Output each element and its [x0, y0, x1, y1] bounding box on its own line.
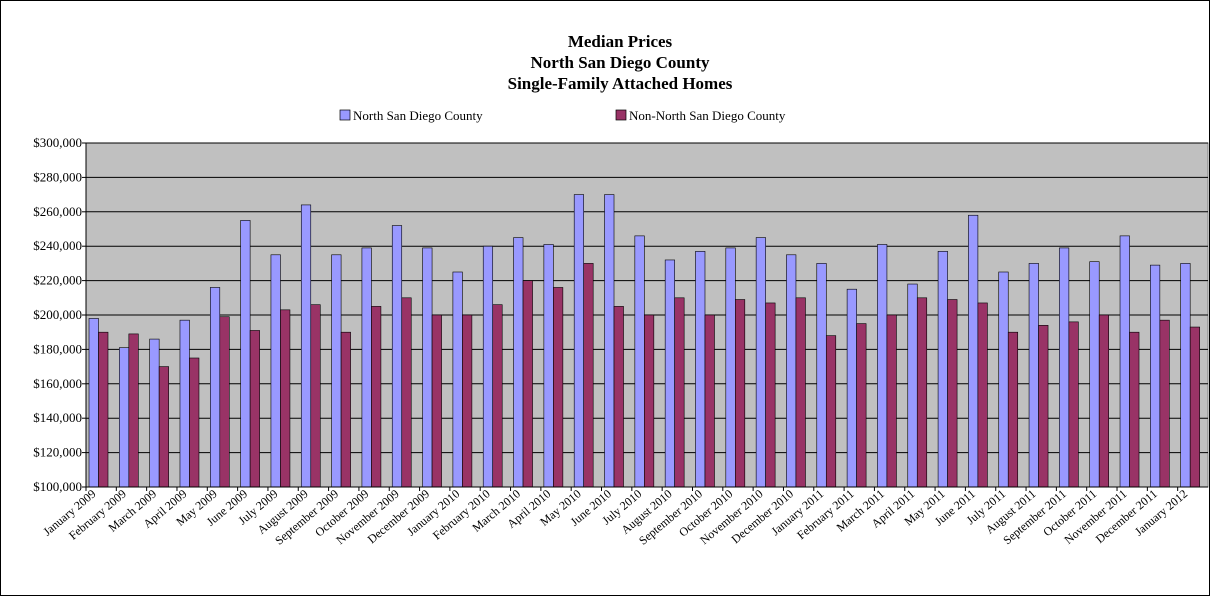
bar: [422, 247, 433, 488]
bar: [128, 333, 139, 488]
bar: [1129, 331, 1140, 488]
bar: [249, 330, 260, 488]
bar: [331, 254, 342, 488]
bar: [674, 297, 685, 488]
bar: [371, 306, 382, 488]
bar: [604, 194, 615, 488]
bar: [916, 297, 928, 488]
bar: [1068, 321, 1079, 488]
bar: [391, 225, 403, 488]
y-tick-label: $180,000: [33, 341, 82, 356]
bar: [340, 331, 351, 488]
bar: [886, 314, 897, 488]
bar: [735, 299, 746, 488]
bar: [513, 237, 524, 488]
bar: [664, 259, 675, 488]
bar: [644, 314, 655, 488]
bar: [361, 247, 372, 488]
bar: [795, 297, 806, 488]
bar: [947, 299, 958, 488]
bar: [1038, 325, 1049, 488]
chart-title: North San Diego County: [531, 53, 710, 72]
y-tick-label: $300,000: [33, 135, 82, 150]
bar: [907, 283, 918, 488]
bar: [877, 244, 888, 488]
bar: [543, 244, 554, 488]
legend-swatch: [615, 109, 627, 121]
y-tick-label: $100,000: [33, 479, 82, 494]
bar: [725, 247, 736, 488]
bar: [1189, 326, 1200, 488]
bar: [401, 297, 412, 488]
bar: [765, 302, 776, 488]
bar: [846, 288, 857, 488]
bar: [977, 302, 988, 488]
bar: [613, 306, 624, 488]
chart-title: Single-Family Attached Homes: [508, 74, 733, 93]
legend-label: North San Diego County: [353, 108, 483, 123]
y-tick-label: $160,000: [33, 376, 82, 391]
bar: [583, 263, 594, 488]
bar: [816, 263, 827, 488]
bar: [786, 254, 797, 488]
y-tick-label: $120,000: [33, 445, 82, 460]
bar: [482, 245, 494, 488]
legend-label: Non-North San Diego County: [629, 108, 786, 123]
bar: [755, 237, 766, 488]
bar: [1059, 247, 1070, 488]
bar: [179, 319, 190, 488]
y-tick-label: $260,000: [33, 204, 82, 219]
bar: [280, 309, 291, 488]
bar: [1119, 235, 1130, 488]
bar: [704, 314, 715, 488]
y-tick-label: $200,000: [33, 307, 82, 322]
bar: [968, 214, 979, 488]
bar: [240, 220, 251, 488]
bar: [98, 331, 109, 488]
bar: [209, 287, 221, 488]
bar: [270, 254, 281, 488]
bar: [856, 323, 867, 488]
legend-swatch: [339, 109, 351, 121]
bar: [452, 271, 463, 488]
y-tick-label: $240,000: [33, 238, 82, 253]
bar: [189, 357, 200, 488]
bar: [310, 304, 321, 488]
bar: [1150, 264, 1161, 488]
bar: [1089, 261, 1100, 488]
bar: [553, 287, 564, 488]
bar: [300, 204, 312, 488]
bar: [492, 304, 503, 488]
bar: [1180, 263, 1191, 488]
bar: [573, 194, 584, 488]
bar: [431, 314, 442, 488]
bar: [88, 318, 99, 488]
bar: [522, 280, 533, 488]
bar: [937, 251, 948, 488]
chart-title: Median Prices: [568, 32, 673, 51]
bar: [998, 271, 1009, 488]
bar: [1007, 331, 1019, 488]
bar: [1159, 319, 1170, 488]
bar: [149, 338, 160, 488]
y-tick-label: $280,000: [33, 169, 82, 184]
bar: [119, 347, 130, 488]
bar: [158, 366, 169, 488]
bar: [825, 335, 837, 488]
bar: [462, 314, 473, 488]
bar: [695, 251, 706, 488]
bar: [1098, 314, 1110, 488]
y-tick-label: $220,000: [33, 273, 82, 288]
bar: [219, 316, 230, 488]
bar: [1028, 263, 1039, 488]
bar: [634, 235, 645, 488]
y-tick-label: $140,000: [33, 410, 82, 425]
